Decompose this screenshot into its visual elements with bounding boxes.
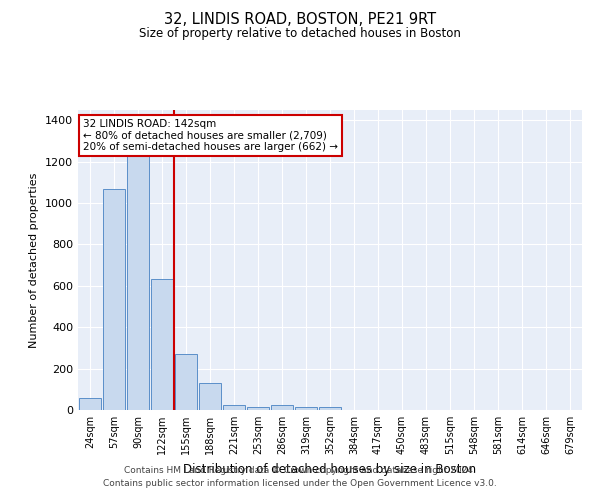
Bar (199, 383, 221, 410)
Text: 32, LINDIS ROAD, BOSTON, PE21 9RT: 32, LINDIS ROAD, BOSTON, PE21 9RT (164, 12, 436, 28)
Text: Size of property relative to detached houses in Boston: Size of property relative to detached ho… (139, 28, 461, 40)
Bar (295, 407, 317, 410)
Y-axis label: Number of detached properties: Number of detached properties (29, 172, 40, 348)
Text: Contains HM Land Registry data © Crown copyright and database right 2024.
Contai: Contains HM Land Registry data © Crown c… (103, 466, 497, 487)
Bar (319, 407, 341, 410)
X-axis label: Distribution of detached houses by size in Boston: Distribution of detached houses by size … (184, 462, 476, 475)
Bar (247, 407, 269, 410)
Text: 32 LINDIS ROAD: 142sqm
← 80% of detached houses are smaller (2,709)
20% of semi-: 32 LINDIS ROAD: 142sqm ← 80% of detached… (83, 119, 338, 152)
Bar (223, 405, 245, 410)
Bar (127, 145, 149, 410)
Bar (271, 405, 293, 410)
Bar (175, 354, 197, 410)
Bar (103, 188, 125, 410)
Bar (79, 398, 101, 410)
Bar (151, 278, 173, 410)
